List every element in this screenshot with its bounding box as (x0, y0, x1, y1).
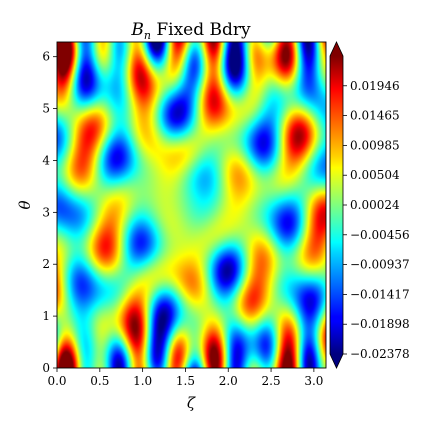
heatmap-field (57, 42, 326, 368)
y-tick-label: 1 (42, 309, 50, 323)
x-axis-label: ζ (187, 394, 196, 412)
colorbar-extend-top (330, 42, 343, 56)
x-tick-label: 1.0 (133, 374, 152, 388)
colorbar-gradient (330, 56, 343, 354)
colorbar-tick-label: 0.01465 (350, 109, 400, 123)
colorbar-tick-label: 0.01946 (350, 79, 400, 93)
x-axis-ticks: 0.0 0.5 1.0 1.5 2.0 2.5 3.0 (47, 368, 323, 388)
x-tick-label: 2.0 (219, 374, 238, 388)
y-tick-label: 2 (42, 257, 50, 271)
colorbar-tick-label: 0.00985 (350, 138, 400, 152)
x-tick-label: 0.5 (90, 374, 109, 388)
chart-title: Bn Fixed Bdry (130, 20, 251, 42)
y-axis-label: θ (16, 200, 34, 209)
y-tick-label: 0 (42, 361, 50, 375)
x-tick-label: 2.5 (262, 374, 281, 388)
colorbar-tick-label: 0.00024 (350, 198, 400, 212)
y-tick-label: 6 (42, 50, 50, 64)
y-tick-label: 3 (42, 205, 50, 219)
colorbar-extend-bottom (330, 354, 343, 368)
y-tick-label: 4 (42, 153, 50, 167)
colorbar-tick-label: −0.00937 (350, 258, 410, 272)
colorbar-tick-label: −0.01417 (350, 287, 410, 301)
colorbar: 0.01946 0.01465 0.00985 0.00504 0.00024 −0.00… (330, 42, 410, 368)
plot-area (57, 42, 326, 368)
x-tick-label: 0.0 (47, 374, 66, 388)
x-tick-label: 3.0 (304, 374, 323, 388)
colorbar-tick-label: −0.01898 (350, 317, 410, 331)
colorbar-tick-label: 0.00504 (350, 168, 400, 182)
y-tick-label: 5 (42, 102, 50, 116)
colorbar-tick-label: −0.00456 (350, 228, 410, 242)
x-tick-label: 1.5 (176, 374, 195, 388)
y-axis-ticks: 0 1 2 3 4 5 6 (42, 50, 57, 375)
colorbar-ticks: 0.01946 0.01465 0.00985 0.00504 0.00024 −0.00… (343, 79, 410, 361)
colorbar-tick-label: −0.02378 (350, 347, 410, 361)
